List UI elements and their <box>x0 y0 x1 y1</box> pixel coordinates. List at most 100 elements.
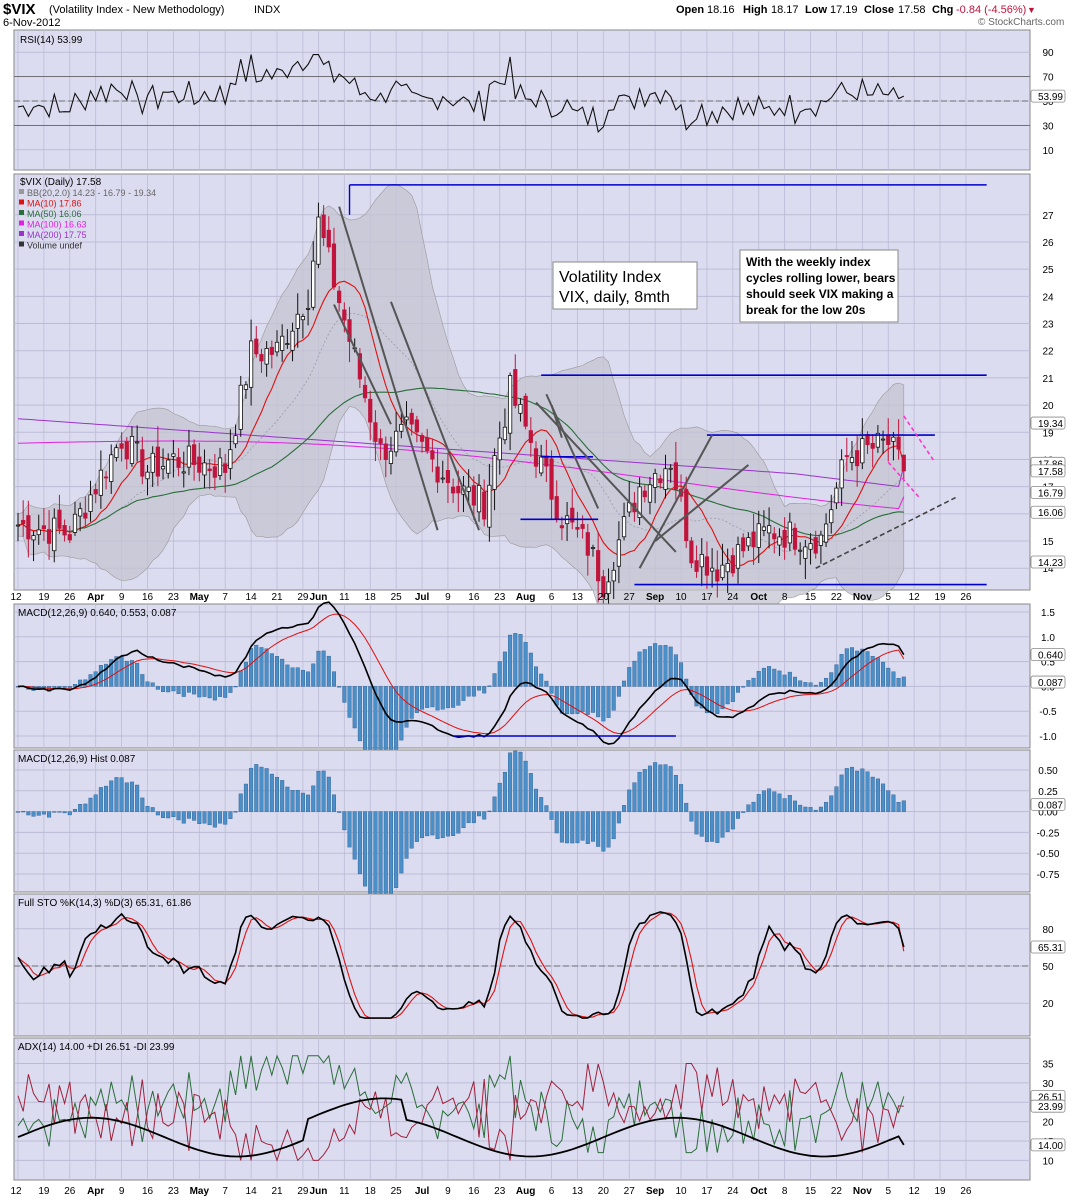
candle-body <box>559 525 565 529</box>
macd-hist-bar <box>808 682 813 687</box>
candle-body <box>15 524 21 527</box>
macd-histogram-bar <box>290 790 295 812</box>
candle-body <box>342 309 347 321</box>
candle <box>425 428 430 454</box>
price-legend-item: MA(100) 16.63 <box>27 220 87 230</box>
candle <box>192 439 197 481</box>
candle-body <box>171 453 176 457</box>
legend-swatch <box>19 199 24 205</box>
price-value-tag-box <box>1030 416 1066 430</box>
x-axis-label-lower: 19 <box>934 1186 946 1197</box>
candle <box>440 460 445 484</box>
macd-histogram-bar <box>818 806 823 812</box>
legend-swatch <box>19 241 24 247</box>
macd-label: MACD(12,26,9) 0.640, 0.553, 0.087 <box>18 608 177 619</box>
candle-body <box>792 527 798 550</box>
candle-body <box>357 353 362 380</box>
candle-body <box>720 564 725 579</box>
macd-histogram-bar <box>104 785 109 812</box>
macd-histogram-bar <box>363 811 368 887</box>
macd-hist-bar <box>280 658 285 687</box>
macd-hist-bar <box>544 680 549 687</box>
candle <box>155 426 160 487</box>
macd-tick-label: -1.0 <box>1039 732 1057 743</box>
candle-body <box>259 354 264 362</box>
candle-body <box>704 556 710 576</box>
x-axis-label-upper: 12 <box>909 592 921 603</box>
price-tick-label: 27 <box>1042 211 1054 222</box>
macd-hist-bar <box>466 686 471 697</box>
macd-histogram-bar <box>803 806 808 812</box>
annotation-title-frame <box>552 261 698 310</box>
candle <box>710 548 715 588</box>
candle <box>140 436 145 485</box>
chg-down-icon: ▼ <box>1027 5 1036 15</box>
macd-hist-bar <box>818 682 823 687</box>
candle <box>409 408 414 436</box>
macd-tick-label: 0.5 <box>1041 658 1055 669</box>
candle-body <box>839 459 844 489</box>
macd-hist-bar <box>782 674 787 687</box>
candle <box>72 501 78 536</box>
candle-body <box>41 525 47 530</box>
macd-histogram-bar <box>72 808 77 812</box>
macd-histogram-bar <box>844 768 849 812</box>
macd-hist-bar <box>886 667 891 687</box>
macd-hist-bar <box>404 686 409 728</box>
macdh-tick-label: -0.75 <box>1037 870 1060 881</box>
candle-body <box>777 536 782 546</box>
macd-histogram-bar <box>342 811 347 831</box>
sto-label: Full STO %K(14,3) %D(3) 65.31, 61.86 <box>18 898 192 909</box>
candle <box>404 401 409 427</box>
candle <box>518 398 523 422</box>
candle <box>653 468 658 504</box>
macd-tick-label: -0.5 <box>1039 707 1057 718</box>
macd-histogram-bar <box>658 764 663 812</box>
macd-histogram-bar <box>891 794 896 812</box>
candle <box>311 241 316 311</box>
candle-body <box>440 477 445 480</box>
macd-hist-bar <box>212 686 217 701</box>
macd-hist-bar <box>606 686 611 718</box>
macd-hist-bar <box>409 686 414 719</box>
macd-hist-bar <box>72 684 77 687</box>
macd-histogram-bar <box>725 811 730 832</box>
macd-histogram-bar <box>492 796 497 812</box>
candle-body <box>114 447 119 458</box>
candle-body <box>238 384 243 430</box>
annotation-note: With the weekly index <box>746 255 871 269</box>
macd-histogram-bar <box>124 782 129 812</box>
macd-histogram-bar <box>430 811 435 836</box>
macd-hist-bar <box>342 686 347 703</box>
x-axis-label-upper: Apr <box>87 592 104 603</box>
x-axis-label-upper: 14 <box>246 592 258 603</box>
macd-histogram-bar <box>78 804 83 812</box>
candle <box>109 444 114 494</box>
candle-body <box>362 384 368 399</box>
dashed-uptrend-line <box>815 496 956 569</box>
macd-hist-bar <box>228 686 233 693</box>
candle <box>777 528 782 556</box>
trend-channel-line <box>638 434 713 569</box>
macd-hist-bar <box>456 686 461 706</box>
candle-body <box>166 459 171 474</box>
macd-hist-bar <box>642 649 647 687</box>
macd-histogram-bar <box>275 776 280 812</box>
macd-histogram-bar <box>508 752 513 812</box>
candle-body <box>875 432 880 448</box>
candle <box>715 550 720 598</box>
macd-hist-bar <box>223 686 228 698</box>
candle-body <box>471 485 476 506</box>
macd-histogram-bar <box>114 777 119 812</box>
candle <box>792 523 798 556</box>
macd-hist-bar <box>129 660 134 687</box>
sto-tick-label: 80 <box>1042 925 1054 936</box>
price-value-tag: 14.23 <box>1038 558 1063 569</box>
macd-histogram-bar <box>761 790 766 812</box>
x-axis-label-lower: Aug <box>516 1186 535 1197</box>
candle <box>689 536 694 568</box>
x-axis-label-lower: 20 <box>598 1186 610 1197</box>
x-axis-label-lower: Jul <box>415 1186 430 1197</box>
price-value-tag: 16.79 <box>1038 488 1063 499</box>
macd-histogram-bar <box>487 810 492 812</box>
